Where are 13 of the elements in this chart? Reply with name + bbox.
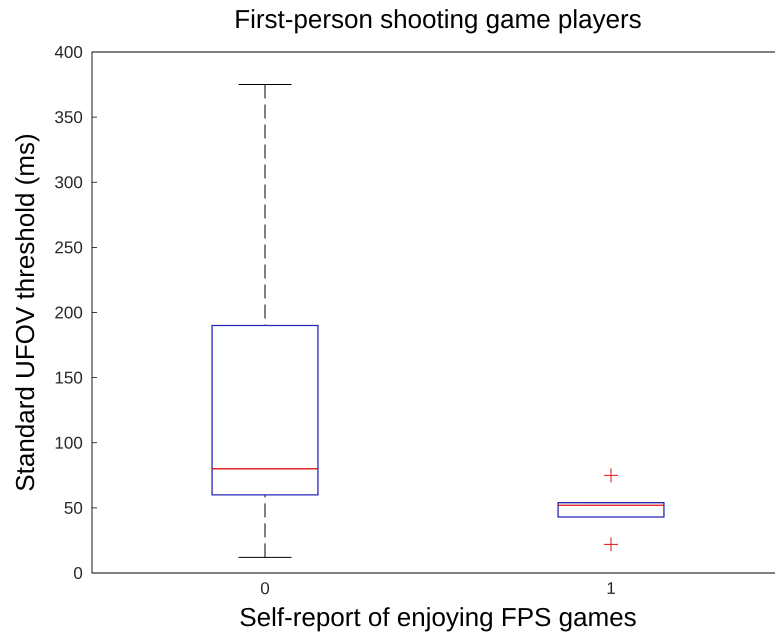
x-tick-label: 1: [608, 582, 615, 594]
y-tick-label: 150: [56, 372, 82, 384]
chart-title: First-person shooting game players: [236, 9, 641, 34]
y-tick-label: 250: [55, 241, 82, 254]
y-axis-title: Standard UFOV threshold (ms): [15, 134, 40, 490]
y-tick-label: 100: [56, 436, 82, 449]
y-tick-label: 300: [55, 176, 82, 188]
y-tick-label: 200: [55, 306, 82, 319]
y-tick-label: 350: [55, 111, 82, 124]
y-tick-label: 50: [64, 502, 82, 514]
y-tick-label: 0: [74, 566, 82, 580]
y-tick-label: 400: [54, 46, 82, 58]
x-axis-title: Self-report of enjoying FPS games: [240, 607, 636, 632]
